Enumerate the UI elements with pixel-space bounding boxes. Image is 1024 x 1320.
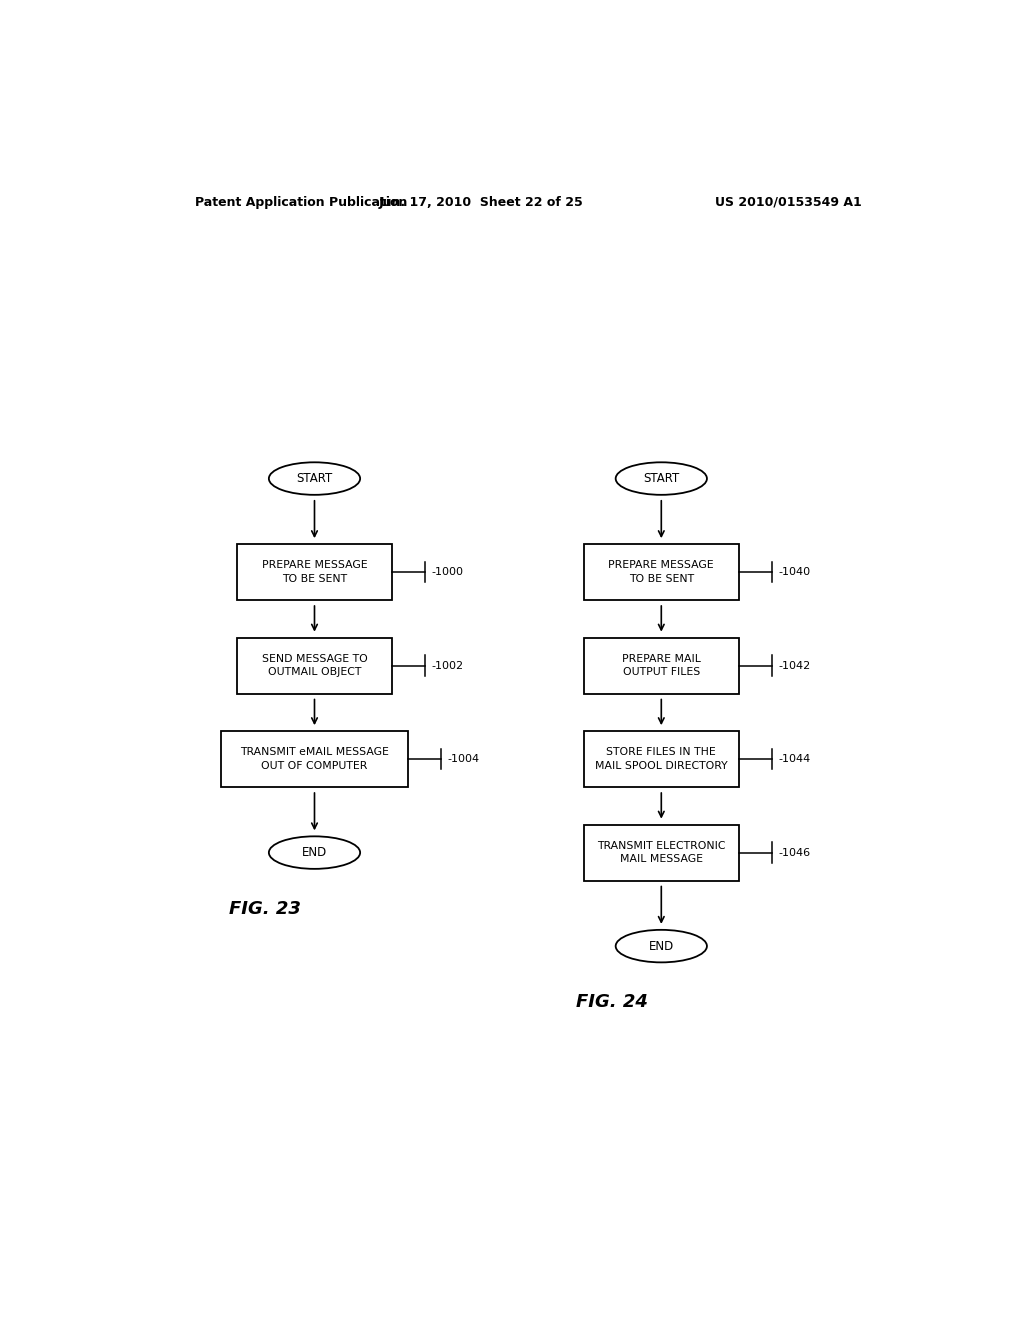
Bar <box>584 638 738 693</box>
Text: END: END <box>302 846 327 859</box>
Text: START: START <box>643 473 680 484</box>
Text: PREPARE MESSAGE
TO BE SENT: PREPARE MESSAGE TO BE SENT <box>262 561 368 583</box>
Text: START: START <box>296 473 333 484</box>
Text: STORE FILES IN THE
MAIL SPOOL DIRECTORY: STORE FILES IN THE MAIL SPOOL DIRECTORY <box>595 747 728 771</box>
Bar <box>238 544 392 601</box>
Text: -1040: -1040 <box>778 568 810 577</box>
Text: PREPARE MESSAGE
TO BE SENT: PREPARE MESSAGE TO BE SENT <box>608 561 714 583</box>
Text: PREPARE MAIL
OUTPUT FILES: PREPARE MAIL OUTPUT FILES <box>622 653 700 677</box>
Bar <box>238 638 392 693</box>
Bar <box>221 731 408 787</box>
Ellipse shape <box>269 462 360 495</box>
Text: TRANSMIT ELECTRONIC
MAIL MESSAGE: TRANSMIT ELECTRONIC MAIL MESSAGE <box>597 841 726 865</box>
Text: -1000: -1000 <box>431 568 464 577</box>
Text: Jun. 17, 2010  Sheet 22 of 25: Jun. 17, 2010 Sheet 22 of 25 <box>379 195 584 209</box>
Ellipse shape <box>269 837 360 869</box>
Text: US 2010/0153549 A1: US 2010/0153549 A1 <box>716 195 862 209</box>
Text: -1002: -1002 <box>431 660 464 671</box>
Bar <box>584 544 738 601</box>
Text: -1042: -1042 <box>778 660 811 671</box>
Text: -1046: -1046 <box>778 847 810 858</box>
Text: SEND MESSAGE TO
OUTMAIL OBJECT: SEND MESSAGE TO OUTMAIL OBJECT <box>261 653 368 677</box>
Text: Patent Application Publication: Patent Application Publication <box>196 195 408 209</box>
Bar <box>584 731 738 787</box>
Text: TRANSMIT eMAIL MESSAGE
OUT OF COMPUTER: TRANSMIT eMAIL MESSAGE OUT OF COMPUTER <box>240 747 389 771</box>
Text: FIG. 24: FIG. 24 <box>575 993 648 1011</box>
Text: -1004: -1004 <box>447 754 479 764</box>
Text: -1044: -1044 <box>778 754 811 764</box>
Ellipse shape <box>615 929 707 962</box>
Ellipse shape <box>615 462 707 495</box>
Text: FIG. 23: FIG. 23 <box>229 899 301 917</box>
Text: END: END <box>648 940 674 953</box>
Bar <box>584 825 738 880</box>
